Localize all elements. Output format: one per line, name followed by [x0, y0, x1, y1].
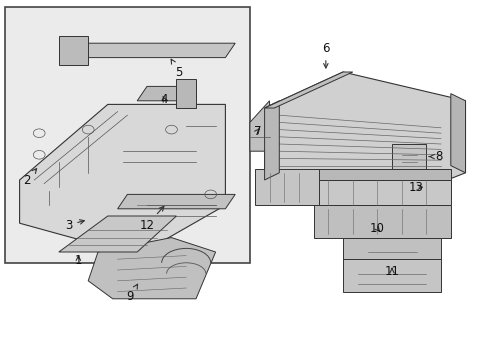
Polygon shape [74, 43, 235, 58]
Text: 8: 8 [429, 150, 442, 163]
Polygon shape [59, 216, 176, 252]
Polygon shape [255, 169, 318, 205]
Text: 1: 1 [74, 255, 82, 267]
Polygon shape [88, 238, 216, 299]
Polygon shape [343, 259, 441, 292]
Polygon shape [265, 72, 466, 202]
Polygon shape [343, 238, 441, 259]
Polygon shape [20, 104, 225, 256]
Polygon shape [392, 144, 426, 169]
Text: 2: 2 [23, 169, 37, 186]
Text: 11: 11 [385, 265, 399, 278]
Text: 6: 6 [322, 42, 330, 68]
Polygon shape [314, 205, 451, 238]
Polygon shape [451, 94, 465, 173]
Bar [5, 7, 250, 263]
Polygon shape [118, 194, 235, 209]
Polygon shape [59, 36, 88, 65]
Polygon shape [265, 101, 279, 180]
Polygon shape [250, 101, 270, 151]
Text: 7: 7 [253, 125, 261, 138]
Polygon shape [314, 180, 451, 205]
Polygon shape [314, 169, 451, 180]
Text: 12: 12 [140, 206, 164, 231]
Text: 5: 5 [171, 59, 183, 78]
Text: 13: 13 [409, 181, 424, 194]
Polygon shape [137, 86, 186, 101]
Text: 10: 10 [370, 222, 385, 235]
Text: 3: 3 [65, 219, 84, 231]
Text: 9: 9 [126, 284, 138, 303]
Text: 4: 4 [160, 93, 168, 105]
Polygon shape [265, 72, 353, 108]
Polygon shape [176, 79, 196, 108]
